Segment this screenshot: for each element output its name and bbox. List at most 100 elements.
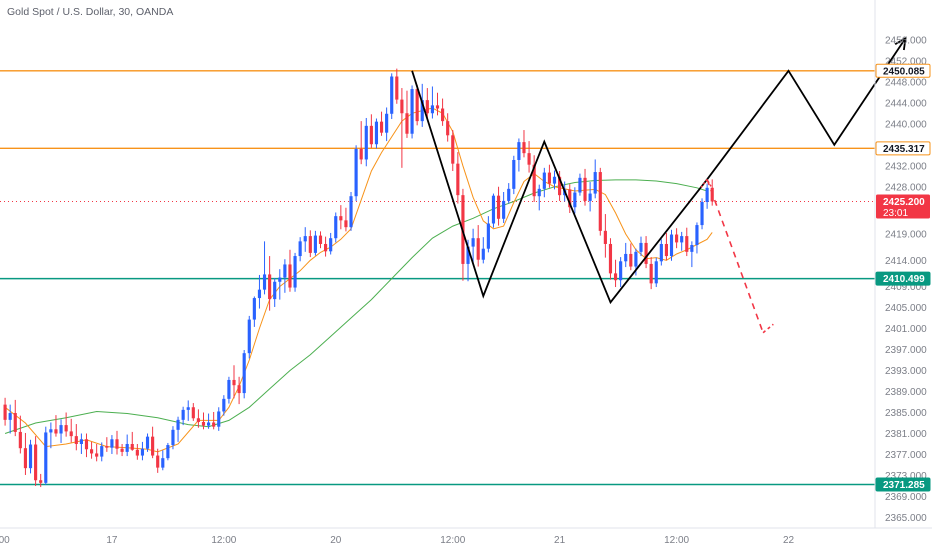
- candle-body: [130, 444, 134, 450]
- candle-body: [537, 188, 541, 197]
- candle-body: [685, 236, 689, 252]
- candle-body: [324, 243, 328, 252]
- candle-body: [64, 425, 68, 432]
- candle-body: [232, 379, 236, 386]
- projected-path-arrowhead: [894, 36, 907, 51]
- current-price-tag-label: 2425.200: [883, 197, 925, 208]
- candle-body: [135, 449, 139, 456]
- candle-body: [140, 448, 145, 456]
- candle-body: [359, 148, 363, 160]
- candle-body: [583, 177, 587, 201]
- current-price-tag: [876, 194, 930, 219]
- y-tick-label: 2409.000: [885, 282, 927, 293]
- candle-body: [74, 436, 78, 444]
- candle-body: [334, 216, 338, 239]
- candle-body: [252, 298, 256, 320]
- candle-body: [201, 421, 206, 426]
- y-tick-label: 2432.000: [885, 161, 927, 172]
- candle-body: [593, 172, 597, 194]
- x-tick-label: 21: [554, 535, 566, 546]
- level-price-tag-label: 2371.285: [883, 480, 925, 491]
- bearish-scenario-line[interactable]: [706, 179, 764, 333]
- candle-body: [629, 253, 633, 267]
- candle-body: [79, 439, 83, 444]
- candle-body: [8, 413, 12, 420]
- candle-body: [496, 195, 501, 219]
- candle-body: [441, 108, 445, 122]
- candle-body: [558, 176, 562, 196]
- level-price-tag: [875, 63, 931, 78]
- candle-body: [329, 238, 333, 252]
- candle-body: [344, 220, 348, 228]
- candle-body: [669, 234, 674, 257]
- candle-body: [542, 172, 546, 189]
- candle-body: [705, 187, 709, 202]
- x-tick-label: 17: [106, 535, 118, 546]
- candle-body: [44, 432, 48, 483]
- candle-body: [456, 163, 460, 196]
- candle-body: [247, 319, 251, 354]
- projected-path-line[interactable]: [411, 37, 907, 305]
- candle-body: [578, 177, 582, 193]
- candle-body: [298, 241, 302, 257]
- candle-body: [608, 243, 613, 274]
- y-tick-label: 2414.000: [885, 256, 927, 267]
- y-tick-label: 2444.000: [885, 98, 927, 109]
- candle-body: [145, 436, 150, 449]
- candle-body: [39, 480, 43, 483]
- candle-body: [18, 431, 22, 449]
- candle-body: [23, 448, 28, 469]
- candle-body: [415, 89, 419, 122]
- y-tick-label: 2381.000: [885, 429, 927, 440]
- candle-body: [196, 418, 200, 422]
- candle-body: [400, 99, 404, 114]
- candle-body: [369, 125, 373, 145]
- candle-body: [364, 125, 368, 160]
- candle-body: [476, 238, 480, 260]
- level-price-tag-label: 2410.499: [883, 274, 925, 285]
- candle-body: [613, 273, 618, 281]
- x-tick-label: 20: [330, 535, 342, 546]
- candle-body: [420, 100, 424, 122]
- candle-body: [161, 458, 165, 468]
- y-tick-label: 2385.000: [885, 408, 927, 419]
- candle-body: [3, 404, 7, 420]
- chart-title: Gold Spot / U.S. Dollar, 30, OANDA: [7, 6, 173, 18]
- candle-body: [257, 289, 262, 299]
- candle-body: [603, 230, 607, 244]
- candle-body: [690, 245, 694, 252]
- candle-body: [598, 172, 602, 231]
- candle-body: [435, 105, 440, 109]
- candle-body: [507, 188, 511, 201]
- candle-body: [242, 353, 246, 394]
- x-tick-label: 12:00: [440, 535, 465, 546]
- candle-body: [293, 256, 297, 288]
- candle-body: [278, 277, 282, 282]
- candle-body: [451, 135, 455, 164]
- candle-body: [212, 422, 216, 427]
- y-tick-label: 2377.000: [885, 450, 927, 461]
- candle-body: [84, 439, 89, 450]
- candle-body: [34, 444, 38, 481]
- y-tick-label: 2401.000: [885, 324, 927, 335]
- candle-body: [374, 121, 379, 145]
- price-axis[interactable]: 2456.000 2452.000 2448.000 2444.000 2440.000…: [874, 0, 927, 528]
- current-price-tag-countdown: 23:01: [883, 208, 908, 219]
- time-axis[interactable]: 2:00 17 12:00 20 12:00 21 12:00 22: [0, 527, 932, 546]
- level-price-tag: [875, 477, 931, 492]
- candle-body: [512, 159, 516, 189]
- candle-body: [13, 413, 17, 432]
- bearish-scenario-start-marker: [700, 178, 713, 189]
- candle-body: [313, 235, 317, 253]
- candle-body: [288, 264, 292, 288]
- candle-body: [303, 236, 307, 242]
- candle-body: [547, 172, 551, 184]
- candle-body: [186, 407, 190, 410]
- candle-body: [466, 246, 470, 264]
- candle-body: [59, 425, 63, 434]
- level-price-tag-label: 2450.085: [883, 66, 925, 77]
- y-tick-label: 2393.000: [885, 366, 927, 377]
- candle-body: [354, 148, 358, 197]
